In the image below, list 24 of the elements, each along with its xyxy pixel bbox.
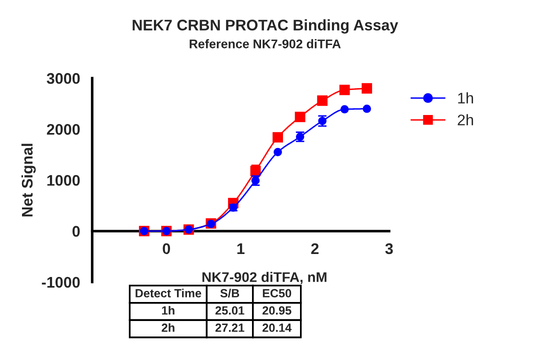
- text: 2h: [162, 323, 174, 332]
- x-tick-label: 1: [237, 243, 244, 254]
- text: Detect Time: [136, 288, 202, 298]
- text: 27.21: [215, 324, 244, 332]
- legend-label: 1h: [458, 92, 474, 104]
- legend-label: 2h: [458, 114, 474, 126]
- text: 1h: [162, 306, 174, 315]
- y-tick-label: 1000: [47, 174, 80, 186]
- y-tick-label: 3000: [46, 73, 80, 84]
- y-tick-label: 2000: [46, 124, 80, 135]
- text: 20.14: [262, 324, 292, 332]
- text: S/B: [220, 288, 240, 298]
- y-tick-label: 0: [72, 226, 80, 237]
- x-axis-title: NK7-902 diTFA, nM: [202, 272, 326, 284]
- x-tick-label: 2: [311, 243, 319, 254]
- text: 25.01: [215, 306, 244, 315]
- x-tick-label: 3: [385, 243, 393, 254]
- text: EC50: [262, 289, 292, 298]
- text: 20.95: [262, 306, 292, 315]
- chart-title: NEK7 CRBN PROTAC Binding Assay: [132, 19, 398, 34]
- chart-subtitle: Reference NK7-902 diTFA: [190, 39, 341, 48]
- y-tick-label: -1000: [42, 276, 80, 288]
- x-tick-label: 0: [162, 243, 170, 254]
- y-axis-title: Net Signal: [21, 144, 36, 216]
